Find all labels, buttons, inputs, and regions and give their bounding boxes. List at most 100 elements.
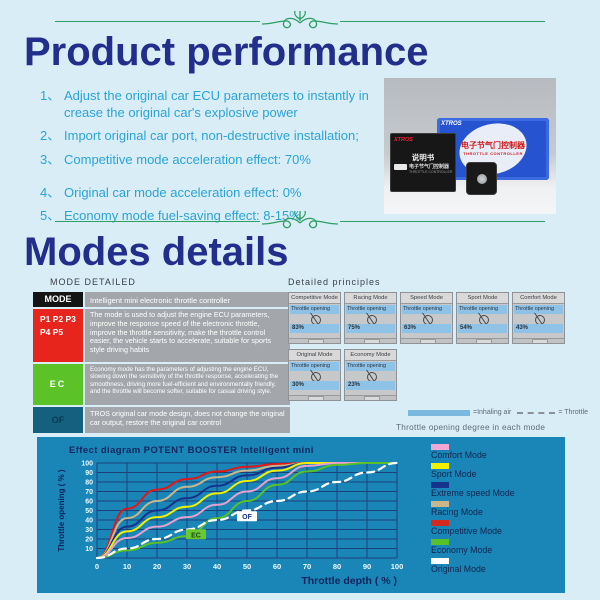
svg-text:EC: EC — [191, 532, 201, 539]
manual-title: 说明书 — [411, 153, 435, 162]
mode-card: Comfort Mode Throttle opening 43% — [512, 292, 565, 344]
legend-label: Sport Mode — [431, 469, 477, 479]
mode-label: MODE — [33, 292, 83, 307]
opening-percentage: 23% — [346, 381, 395, 390]
divider-line — [55, 20, 260, 22]
manual-booklet: XTROS 说明书 电子节气门控制器 THROTTLE CONTROLLER — [390, 133, 456, 192]
card-footer — [289, 338, 340, 343]
y-ticks: 10 20 30 40 50 60 70 80 90 100 — [81, 461, 93, 554]
ornament-divider-top — [55, 8, 545, 34]
legend-item: Comfort Mode — [431, 444, 515, 460]
card-footer — [401, 338, 452, 343]
throttle-opening-label: Throttle opening — [458, 305, 507, 314]
card-title: Economy Mode — [345, 350, 396, 361]
mode-row: OF TROS original car mode design, does n… — [33, 407, 290, 433]
mode-row: MODE Intelligent mini electronic throttl… — [33, 292, 290, 307]
throttle-controller-device — [466, 162, 497, 195]
legend-item: Racing Mode — [431, 501, 515, 517]
chart-title: Effect diagram POTENT BOOSTER Intelligen… — [69, 445, 314, 456]
legend-label: Original Mode — [431, 564, 486, 574]
manual-badge — [394, 164, 407, 170]
svg-text:10: 10 — [123, 562, 131, 571]
svg-text:40: 40 — [213, 562, 221, 571]
svg-text:0: 0 — [95, 562, 99, 571]
note-line: Throttle opening degree in each mode — [396, 423, 546, 432]
x-ticks: 0 10 20 30 40 50 60 70 80 90 100 — [95, 562, 403, 571]
mode-card: Original Mode Throttle opening 30% — [288, 349, 341, 401]
list-number: 4、 — [40, 184, 61, 200]
opening-percentage: 43% — [514, 324, 563, 333]
mode-table: MODE Intelligent mini electronic throttl… — [33, 292, 290, 435]
inhaling-air-label: =Inhaling air — [473, 409, 512, 416]
y-axis-label: Throttle opening ( % ) — [57, 469, 66, 552]
box-title-cn: 电子节气门控制器 — [461, 141, 525, 150]
list-number: 1、 — [40, 88, 61, 103]
card-footer — [345, 338, 396, 343]
legend-label: Racing Mode — [431, 507, 483, 517]
list-number: 3、 — [40, 151, 61, 167]
list-item: 1、 Adjust the original car ECU parameter… — [40, 88, 388, 121]
throttle-opening-label: Throttle opening — [346, 305, 395, 314]
svg-text:80: 80 — [333, 562, 341, 571]
svg-text:90: 90 — [85, 470, 93, 477]
list-text: Original car mode acceleration effect: 0… — [64, 184, 302, 200]
legend-swatch — [431, 539, 449, 545]
divider-line — [340, 220, 545, 222]
chart-annotation-ec: EC — [186, 529, 206, 540]
svg-text:30: 30 — [183, 562, 191, 571]
list-text: Competitive mode acceleration effect: 70… — [64, 151, 311, 167]
mode-card: Competitive Mode Throttle opening 83% — [288, 292, 341, 344]
card-title: Sport Mode — [457, 293, 508, 304]
box-brand-logo: XTROS — [441, 121, 462, 127]
divider-line — [340, 20, 545, 22]
device-button — [476, 173, 487, 184]
card-footer — [289, 395, 340, 400]
manual-brand-logo: XTROS — [394, 137, 413, 143]
feature-list: 1、 Adjust the original car ECU parameter… — [40, 88, 388, 232]
mode-card: Speed Mode Throttle opening 63% — [400, 292, 453, 344]
curve-comfort-mode — [96, 462, 398, 559]
legend-swatch — [431, 463, 449, 469]
list-number: 5、 — [40, 208, 61, 224]
svg-text:OF: OF — [242, 514, 252, 521]
svg-text:10: 10 — [85, 546, 93, 553]
svg-text:60: 60 — [85, 499, 93, 506]
svg-text:20: 20 — [153, 562, 161, 571]
x-axis-label: Throttle depth ( % ) — [301, 575, 397, 587]
page-title: Product performance — [24, 30, 429, 74]
legend-swatch — [431, 444, 449, 450]
throttle-opening-label: Throttle opening — [346, 362, 395, 371]
mode-card: Sport Mode Throttle opening 54% — [456, 292, 509, 344]
mode-label: P1 P2 P3 P4 P5 — [33, 309, 83, 362]
card-title: Speed Mode — [401, 293, 452, 304]
legend-label: Extreme speed Mode — [431, 488, 515, 498]
svg-text:90: 90 — [363, 562, 371, 571]
svg-text:80: 80 — [85, 480, 93, 487]
detailed-principles: Detailed principles Competitive Mode Thr… — [288, 277, 588, 448]
ornament-divider-middle — [55, 208, 545, 234]
mode-description: Economy mode has the parameters of adjus… — [85, 364, 290, 405]
legend-item: Extreme speed Mode — [431, 482, 515, 498]
legend-item: Economy Mode — [431, 539, 515, 555]
legend-swatch — [431, 520, 449, 526]
list-item: 5、 Economy mode fuel-saving effect: 8-15… — [40, 208, 388, 225]
list-text: Economy mode fuel-saving effect: 8-15% — [64, 208, 301, 224]
mode-row: P1 P2 P3 P4 P5 The mode is used to adjus… — [33, 309, 290, 362]
manual-subtitle-en: THROTTLE CONTROLLER — [409, 170, 453, 174]
card-title: Competitive Mode — [289, 293, 340, 304]
card-footer — [457, 338, 508, 343]
opening-percentage: 30% — [290, 381, 339, 390]
legend-item: Sport Mode — [431, 463, 515, 479]
card-footer — [345, 395, 396, 400]
chart-legend: Comfort Mode Sport Mode Extreme speed Mo… — [431, 444, 515, 577]
legend-label: Economy Mode — [431, 545, 493, 555]
list-item: 2、 Import original car port, non-destruc… — [40, 128, 388, 145]
principle-cards-row1: Competitive Mode Throttle opening 83% Ra… — [288, 292, 588, 344]
card-title: Racing Mode — [345, 293, 396, 304]
svg-text:40: 40 — [85, 518, 93, 525]
throttle-opening-label: Throttle opening — [290, 305, 339, 314]
legend-swatch — [431, 558, 449, 564]
product-photo: XTROS 电子节气门控制器 THROTTLE CONTROLLER XTROS… — [384, 78, 556, 214]
effect-chart: 0 10 20 30 40 50 60 70 80 90 100 10 20 30 40 50 60 70 80 90… — [57, 461, 403, 588]
inhaling-air-swatch — [408, 409, 470, 416]
